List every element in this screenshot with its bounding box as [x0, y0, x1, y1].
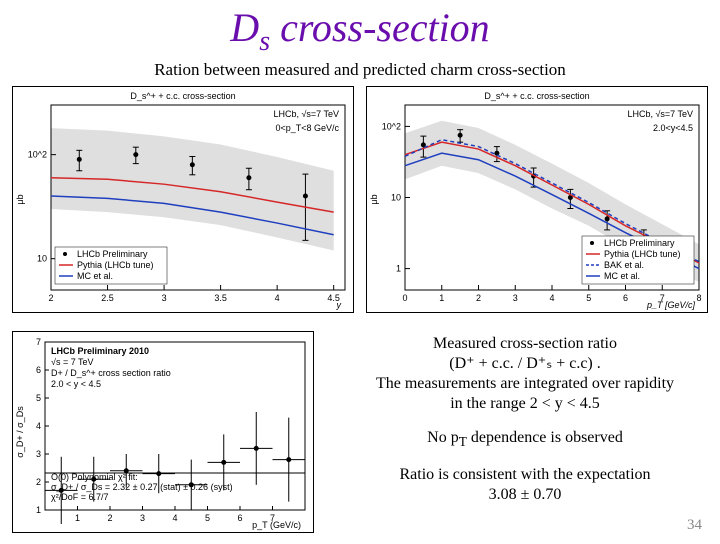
svg-text:10^2: 10^2: [382, 121, 401, 131]
text-block-1: Measured cross-section ratio (D⁺ + c.c. …: [340, 334, 710, 414]
svg-text:μb: μb: [369, 194, 379, 204]
svg-text:σ_D+ / σ_Ds = 2.32 ± 0.27 (sta: σ_D+ / σ_Ds = 2.32 ± 0.27 (stat) ± 0.26 …: [51, 482, 233, 492]
svg-text:Pythia (LHCb tune): Pythia (LHCb tune): [77, 260, 154, 270]
svg-text:μb: μb: [15, 194, 25, 204]
svg-text:1: 1: [439, 293, 444, 303]
svg-text:10^2: 10^2: [28, 150, 47, 160]
chart-vs-pt: 01234567811010^2D_s^+ + c.c. cross-secti…: [366, 86, 708, 313]
svg-text:1: 1: [36, 505, 41, 515]
svg-text:σ_D+ / σ_Ds: σ_D+ / σ_Ds: [15, 406, 25, 458]
svg-text:2.0<y<4.5: 2.0<y<4.5: [653, 123, 693, 133]
svg-text:D_s^+ + c.c. cross-section: D_s^+ + c.c. cross-section: [130, 91, 235, 101]
svg-text:LHCb, √s=7 TeV: LHCb, √s=7 TeV: [627, 109, 693, 119]
svg-text:p_T (GeV/c): p_T (GeV/c): [252, 520, 301, 530]
svg-text:3: 3: [513, 293, 518, 303]
text-line: (D⁺ + c.c. / D⁺ₛ + c.c) .: [449, 355, 601, 372]
chart-ratio: 12345671234567LHCb Preliminary 2010√s = …: [12, 331, 314, 533]
svg-text:2: 2: [36, 477, 41, 487]
text-panel: Measured cross-section ratio (D⁺ + c.c. …: [340, 334, 710, 519]
svg-text:1: 1: [396, 264, 401, 274]
svg-text:3: 3: [162, 293, 167, 303]
svg-text:MC et al.: MC et al.: [604, 271, 640, 281]
svg-text:2: 2: [48, 293, 53, 303]
svg-text:D_s^+ + c.c. cross-section: D_s^+ + c.c. cross-section: [484, 91, 589, 101]
svg-text:BAK et al.: BAK et al.: [604, 260, 644, 270]
text-line: No pT dependence is observed: [427, 429, 623, 446]
text-line: Ratio is consistent with the expectation: [399, 466, 650, 483]
svg-text:MC et al.: MC et al.: [77, 271, 113, 281]
text-block-3: Ratio is consistent with the expectation…: [340, 465, 710, 505]
svg-text:2: 2: [476, 293, 481, 303]
svg-text:5: 5: [586, 293, 591, 303]
text-line: The measurements are integrated over rap…: [376, 375, 674, 392]
text-line: 3.08 ± 0.70: [489, 486, 562, 503]
svg-text:4: 4: [275, 293, 280, 303]
svg-text:√s = 7 TeV: √s = 7 TeV: [51, 357, 94, 367]
svg-text:2.5: 2.5: [101, 293, 114, 303]
svg-text:Pythia (LHCb tune): Pythia (LHCb tune): [604, 249, 681, 259]
svg-text:O(0) Polynomial χ² fit:: O(0) Polynomial χ² fit:: [51, 472, 138, 482]
svg-text:10: 10: [391, 193, 401, 203]
svg-text:5: 5: [36, 393, 41, 403]
svg-text:1: 1: [75, 513, 80, 523]
page-title: Ds cross-section: [0, 4, 720, 58]
svg-text:2: 2: [107, 513, 112, 523]
svg-text:χ²/DoF = 6.7/7: χ²/DoF = 6.7/7: [51, 492, 109, 502]
svg-text:3.5: 3.5: [214, 293, 227, 303]
subtitle: Ration between measured and predicted ch…: [0, 60, 720, 80]
svg-text:LHCb Preliminary: LHCb Preliminary: [77, 249, 148, 259]
svg-text:7: 7: [36, 337, 41, 347]
svg-text:4: 4: [172, 513, 177, 523]
svg-text:LHCb Preliminary: LHCb Preliminary: [604, 238, 675, 248]
svg-text:0: 0: [402, 293, 407, 303]
svg-text:6: 6: [623, 293, 628, 303]
svg-text:3: 3: [36, 449, 41, 459]
svg-text:8: 8: [696, 293, 701, 303]
svg-text:10: 10: [37, 254, 47, 264]
svg-text:D+ / D_s^+ cross section ratio: D+ / D_s^+ cross section ratio: [51, 368, 171, 378]
svg-text:2.0 < y < 4.5: 2.0 < y < 4.5: [51, 379, 101, 389]
svg-text:6: 6: [36, 365, 41, 375]
text-block-2: No pT dependence is observed: [340, 428, 710, 451]
svg-text:6: 6: [237, 513, 242, 523]
svg-text:p_T [GeV/c]: p_T [GeV/c]: [646, 300, 696, 310]
text-line: in the range 2 < y < 4.5: [450, 395, 600, 412]
page-number: 34: [687, 517, 702, 534]
svg-text:5: 5: [205, 513, 210, 523]
svg-text:LHCb, √s=7 TeV: LHCb, √s=7 TeV: [273, 109, 339, 119]
top-charts-row: 22.533.544.51010^2D_s^+ + c.c. cross-sec…: [0, 86, 720, 313]
chart-vs-rapidity: 22.533.544.51010^2D_s^+ + c.c. cross-sec…: [12, 86, 354, 313]
svg-text:LHCb Preliminary 2010: LHCb Preliminary 2010: [51, 346, 149, 356]
svg-text:3: 3: [140, 513, 145, 523]
svg-text:4: 4: [549, 293, 554, 303]
svg-text:4: 4: [36, 421, 41, 431]
text-line: Measured cross-section ratio: [433, 335, 617, 352]
svg-text:y: y: [336, 300, 342, 310]
svg-text:0<p_T<8 GeV/c: 0<p_T<8 GeV/c: [275, 123, 339, 133]
